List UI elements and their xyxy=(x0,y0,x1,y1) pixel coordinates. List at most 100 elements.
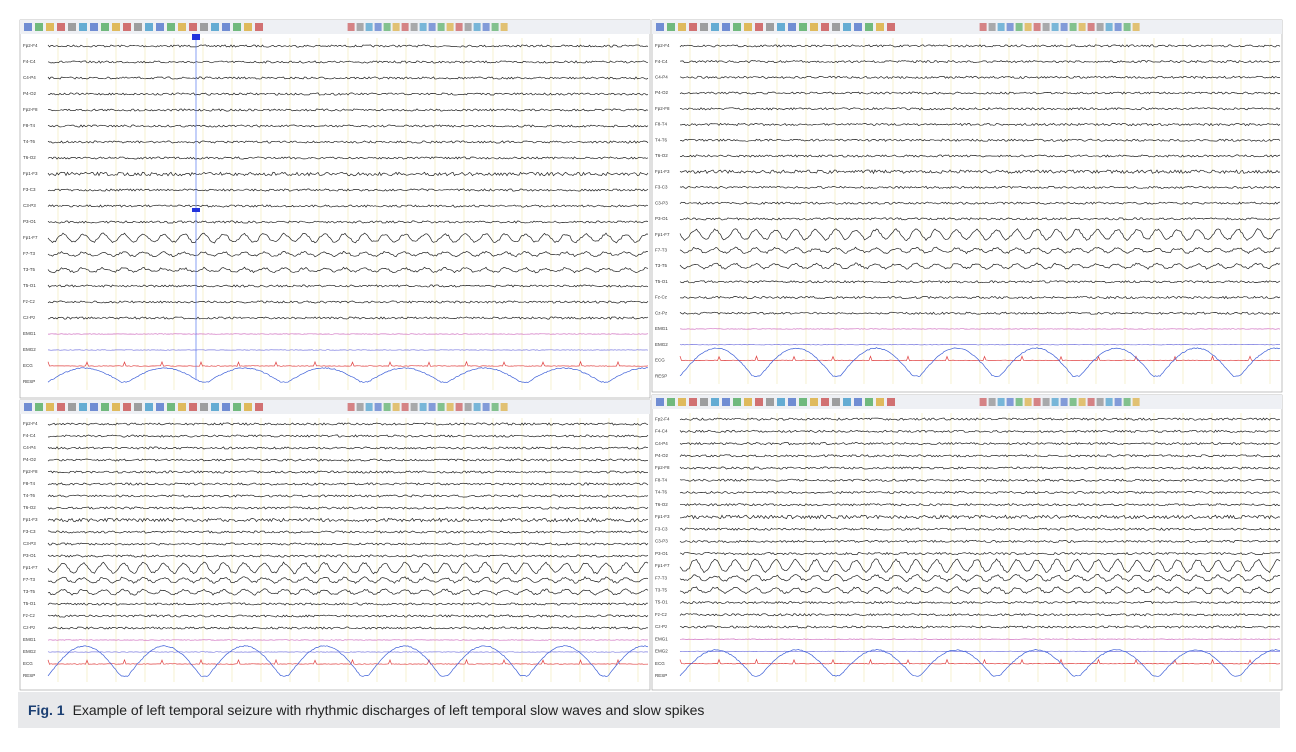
toolbar-icon xyxy=(233,403,241,411)
eeg-trace xyxy=(47,284,649,288)
channel-label: Fp2-F4 xyxy=(655,416,670,421)
toolbar-icon xyxy=(1078,23,1086,31)
toolbar-icon xyxy=(799,23,807,31)
toolbar-icon xyxy=(1024,398,1032,406)
channel-label: T5-O1 xyxy=(655,600,668,605)
channel-label: C3-P3 xyxy=(23,541,36,546)
eeg-trace xyxy=(679,75,1281,79)
toolbar-icon xyxy=(145,403,153,411)
toolbar-icon xyxy=(766,398,774,406)
toolbar-icon xyxy=(1042,23,1050,31)
toolbar-icon xyxy=(1015,23,1023,31)
channel-label: Fp1-F7 xyxy=(655,563,670,568)
toolbar-icon xyxy=(383,403,391,411)
toolbar-icon xyxy=(810,398,818,406)
toolbar-icon xyxy=(1114,398,1122,406)
toolbar-icon xyxy=(777,23,785,31)
eeg-panel: Fp2-F4 F4-C4 C4-P4 P4-O2 Fp2-F8 F8-T4 T4-T6 T6-… xyxy=(19,19,651,399)
toolbar-icon xyxy=(997,398,1005,406)
channel-label: P4-O2 xyxy=(655,90,669,95)
toolbar-icon xyxy=(244,23,252,31)
toolbar-icon xyxy=(788,398,796,406)
toolbar-icon xyxy=(46,403,54,411)
channel-label: C3-P3 xyxy=(23,203,36,208)
eeg-trace xyxy=(679,625,1281,629)
eeg-trace xyxy=(47,124,649,128)
channel-label: T5-O1 xyxy=(655,279,668,284)
toolbar-icon xyxy=(1132,23,1140,31)
toolbar-icon xyxy=(1132,398,1140,406)
toolbar-icon xyxy=(1033,398,1041,406)
panel-bg xyxy=(19,399,651,691)
toolbar-icon xyxy=(57,403,65,411)
channel-label: EMG2 xyxy=(655,342,668,347)
eeg-trace xyxy=(679,347,1281,378)
eeg-trace xyxy=(47,250,649,258)
toolbar-icon xyxy=(255,23,263,31)
toolbar-icon xyxy=(244,403,252,411)
channel-label: Fp2-F4 xyxy=(23,43,38,48)
caption-bar: Fig. 1 Example of left temporal seizure w… xyxy=(18,692,1280,728)
toolbar-icon xyxy=(374,23,382,31)
eeg-trace xyxy=(679,228,1281,242)
eeg-trace xyxy=(679,600,1281,605)
toolbar-icon xyxy=(1060,398,1068,406)
toolbar-icon xyxy=(1105,398,1113,406)
toolbar-icon xyxy=(1087,398,1095,406)
eeg-trace xyxy=(47,76,649,80)
eeg-trace xyxy=(679,638,1281,640)
channel-label: T5-O1 xyxy=(23,283,36,288)
toolbar-icon xyxy=(810,23,818,31)
eeg-trace xyxy=(47,470,649,474)
toolbar-icon xyxy=(410,23,418,31)
channel-label: P4-O2 xyxy=(23,457,37,462)
toolbar-icon xyxy=(90,23,98,31)
toolbar-icon xyxy=(112,23,120,31)
channel-label: F7-T3 xyxy=(655,248,667,253)
channel-label: F4-C4 xyxy=(655,429,668,434)
channel-label: P3-O1 xyxy=(23,219,37,224)
channel-label: F8-T4 xyxy=(23,481,35,486)
eeg-trace xyxy=(679,344,1280,346)
toolbar-icon xyxy=(1069,398,1077,406)
toolbar-icon xyxy=(200,23,208,31)
channel-label: ECG xyxy=(23,661,33,666)
toolbar-icon xyxy=(473,403,481,411)
channel-label: RESP xyxy=(23,673,35,678)
channel-label: EMG1 xyxy=(655,636,668,641)
toolbar-icon xyxy=(455,23,463,31)
eeg-trace xyxy=(47,614,649,618)
toolbar-icon xyxy=(1006,23,1014,31)
toolbar-icon xyxy=(79,403,87,411)
eeg-trace xyxy=(679,91,1281,95)
toolbar-icon xyxy=(700,23,708,31)
toolbar-icon xyxy=(167,23,175,31)
toolbar-icon xyxy=(744,398,752,406)
toolbar-icon xyxy=(1006,398,1014,406)
channel-label: EMG2 xyxy=(655,649,668,654)
toolbar-icon xyxy=(437,23,445,31)
channel-label: EMG1 xyxy=(23,637,36,642)
eeg-trace xyxy=(679,44,1281,48)
toolbar-icon xyxy=(123,23,131,31)
eeg-trace xyxy=(679,246,1281,255)
channel-label: F7-T3 xyxy=(655,575,667,580)
toolbar-icon xyxy=(491,403,499,411)
toolbar-icon xyxy=(189,23,197,31)
eeg-trace xyxy=(47,517,649,523)
channel-label: Fp1-F3 xyxy=(655,514,670,519)
toolbar-icon xyxy=(178,23,186,31)
toolbar-icon xyxy=(1078,398,1086,406)
channel-label: Cz-Pz xyxy=(655,624,668,629)
eeg-trace xyxy=(47,645,649,677)
eeg-trace xyxy=(679,503,1281,507)
toolbar-icon xyxy=(1123,398,1131,406)
toolbar-icon xyxy=(392,23,400,31)
toolbar-icon xyxy=(365,403,373,411)
eeg-trace xyxy=(47,171,649,177)
channel-label: Fp2-F8 xyxy=(655,465,670,470)
eeg-trace xyxy=(47,349,649,351)
toolbar-icon xyxy=(1060,23,1068,31)
toolbar-icon xyxy=(401,23,409,31)
toolbar-icon xyxy=(1051,398,1059,406)
